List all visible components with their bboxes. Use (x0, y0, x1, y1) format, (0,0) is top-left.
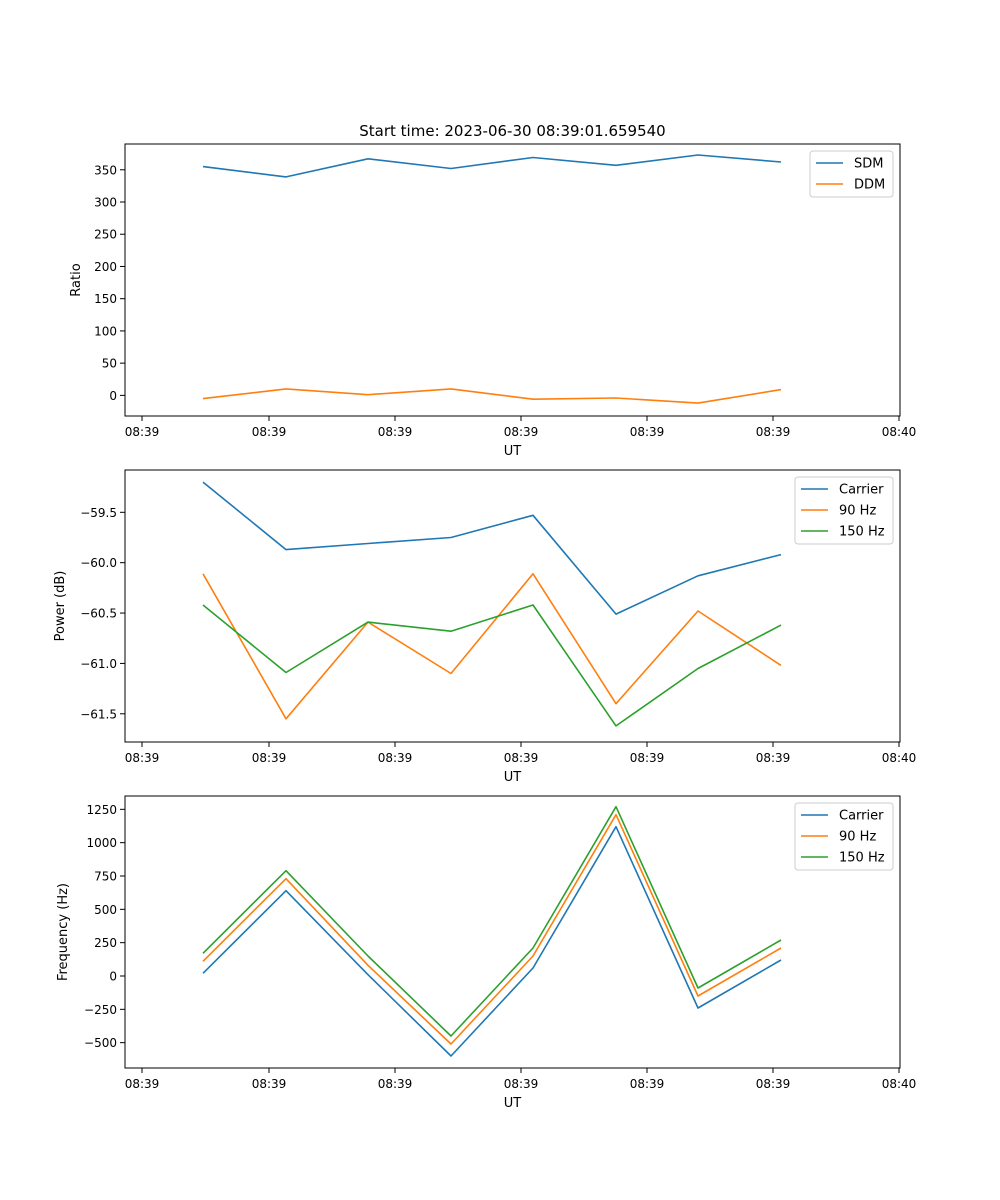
legend-entry: Carrier (839, 809, 884, 824)
x-axis-label: UT (504, 444, 522, 459)
x-tick-label: 08:39 (504, 1077, 539, 1091)
legend-entry: 150 Hz (839, 525, 885, 540)
x-tick-label: 08:39 (756, 1077, 791, 1091)
y-tick-label: −61.0 (80, 657, 117, 671)
series-line-150-hz (202, 604, 782, 727)
series-line-carrier (202, 481, 782, 615)
x-tick-label: 08:40 (882, 425, 917, 439)
x-tick-label: 08:39 (125, 1077, 160, 1091)
series-line-carrier (202, 825, 782, 1057)
y-tick-label: 350 (94, 163, 117, 177)
x-tick-label: 08:39 (125, 751, 160, 765)
y-tick-label: 750 (94, 870, 117, 884)
y-tick-label: −60.5 (80, 607, 117, 621)
y-tick-label: 300 (94, 196, 117, 210)
x-tick-label: 08:40 (882, 1077, 917, 1091)
y-axis-label: Ratio (69, 263, 84, 296)
x-tick-label: 08:39 (630, 751, 665, 765)
y-tick-label: −61.5 (80, 707, 117, 721)
series-line-90-hz (202, 572, 782, 720)
x-tick-label: 08:39 (630, 425, 665, 439)
y-tick-label: 200 (94, 260, 117, 274)
y-tick-label: 500 (94, 903, 117, 917)
legend-entry: 90 Hz (839, 504, 876, 519)
figure-title: Start time: 2023-06-30 08:39:01.659540 (359, 122, 665, 140)
y-tick-label: 250 (94, 936, 117, 950)
legend: Carrier 90 Hz 150 Hz (794, 802, 894, 871)
panel-3: 08:39 08:39 08:39 08:39 08:39 08:39 08:40 UT −50… (56, 795, 917, 1111)
y-tick-label: −500 (84, 1036, 117, 1050)
x-tick-label: 08:39 (252, 425, 287, 439)
y-tick-label: −60.0 (80, 556, 117, 570)
axes-frame (124, 795, 901, 1069)
x-tick-label: 08:39 (504, 425, 539, 439)
x-tick-label: 08:39 (378, 425, 413, 439)
y-axis-label: Frequency (Hz) (56, 883, 71, 981)
y-tick-label: 250 (94, 228, 117, 242)
x-tick-label: 08:39 (378, 751, 413, 765)
y-tick-label: 1250 (86, 803, 117, 817)
legend-box (794, 802, 894, 871)
y-tick-label: 1000 (86, 836, 117, 850)
series-line-150-hz (202, 805, 782, 1037)
legend-entry: SDM (854, 157, 883, 172)
legend-entry: DDM (854, 178, 885, 193)
legend-entry: 150 Hz (839, 851, 885, 866)
x-tick-label: 08:39 (252, 1077, 287, 1091)
x-tick-label: 08:39 (756, 751, 791, 765)
x-tick-label: 08:39 (756, 425, 791, 439)
x-tick-label: 08:39 (252, 751, 287, 765)
panel-2: 08:39 08:39 08:39 08:39 08:39 08:39 08:40 UT −59… (53, 469, 917, 785)
panel-1: 08:39 08:39 08:39 08:39 08:39 08:39 08:40 UT 0 50… (69, 143, 917, 459)
y-tick-label: 0 (109, 970, 117, 984)
y-axis-label: Power (dB) (53, 571, 68, 642)
axes-frame (124, 469, 901, 743)
x-tick-label: 08:39 (504, 751, 539, 765)
axes-frame (124, 143, 901, 417)
series-line-ddm (202, 388, 782, 404)
x-tick-label: 08:39 (378, 1077, 413, 1091)
legend: Carrier 90 Hz 150 Hz (794, 476, 894, 545)
x-axis-label: UT (504, 770, 522, 785)
y-tick-label: −250 (84, 1003, 117, 1017)
x-tick-label: 08:39 (125, 425, 160, 439)
y-tick-label: 150 (94, 292, 117, 306)
panels: 08:39 08:39 08:39 08:39 08:39 08:39 08:40 UT 0 50… (53, 143, 917, 1111)
x-tick-label: 08:40 (882, 751, 917, 765)
legend-entry: Carrier (839, 483, 884, 498)
y-tick-label: 100 (94, 324, 117, 338)
legend-entry: 90 Hz (839, 830, 876, 845)
series-line-90-hz (202, 813, 782, 1045)
series-line-sdm (202, 154, 782, 178)
legend-box (794, 476, 894, 545)
x-tick-label: 08:39 (630, 1077, 665, 1091)
y-tick-label: 0 (109, 389, 117, 403)
legend: SDM DDM (809, 150, 894, 198)
x-axis-label: UT (504, 1096, 522, 1111)
y-tick-label: 50 (102, 357, 117, 371)
y-tick-label: −59.5 (80, 506, 117, 520)
